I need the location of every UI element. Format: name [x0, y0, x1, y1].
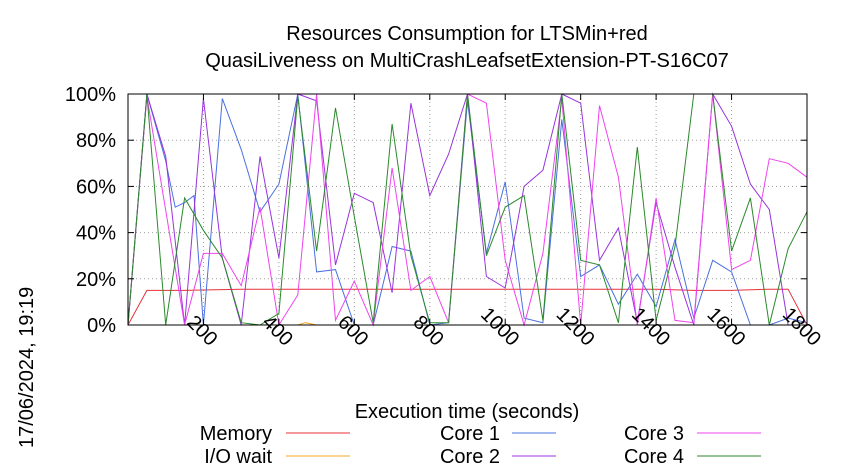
y-tick-label: 40% — [76, 223, 116, 245]
legend-label: Core 4 — [624, 446, 684, 468]
y-tick-label: 20% — [76, 269, 116, 291]
series-line-core-3 — [127, 93, 808, 327]
x-tick-label: 800 — [409, 311, 448, 350]
series-line-memory — [127, 288, 808, 326]
y-tick-label: 0% — [87, 315, 116, 337]
x-tick-label: 1000 — [476, 304, 523, 351]
chart-title-line-2: QuasiLiveness on MultiCrashLeafsetExtens… — [205, 50, 729, 72]
timestamp: 17/06/2024, 19:19 — [16, 287, 38, 448]
legend-label: Memory — [200, 423, 272, 445]
x-axis-label: Execution time (seconds) — [355, 401, 580, 423]
x-tick-label: 1400 — [627, 304, 674, 351]
y-tick-label: 100% — [65, 84, 116, 106]
legend-label: I/O wait — [204, 446, 272, 468]
x-tick-label: 600 — [333, 311, 372, 350]
plot-frame — [127, 93, 808, 326]
y-tick-label: 60% — [76, 176, 116, 198]
x-tick-label: 1600 — [703, 304, 750, 351]
series-lines — [127, 92, 808, 327]
x-tick-label: 1200 — [552, 304, 599, 351]
x-tick-label: 400 — [258, 311, 297, 350]
chart-title-line-1: Resources Consumption for LTSMin+red — [286, 23, 647, 45]
x-tick-label: 200 — [182, 311, 221, 350]
y-axis-ticks: 0% 20% 40% 60% 80% 100% — [65, 84, 807, 337]
y-tick-label: 80% — [76, 130, 116, 152]
legend-label: Core 2 — [440, 446, 500, 468]
legend-label: Core 3 — [624, 423, 684, 445]
legend-label: Core 1 — [440, 423, 500, 445]
x-tick-label: 1800 — [778, 304, 825, 351]
